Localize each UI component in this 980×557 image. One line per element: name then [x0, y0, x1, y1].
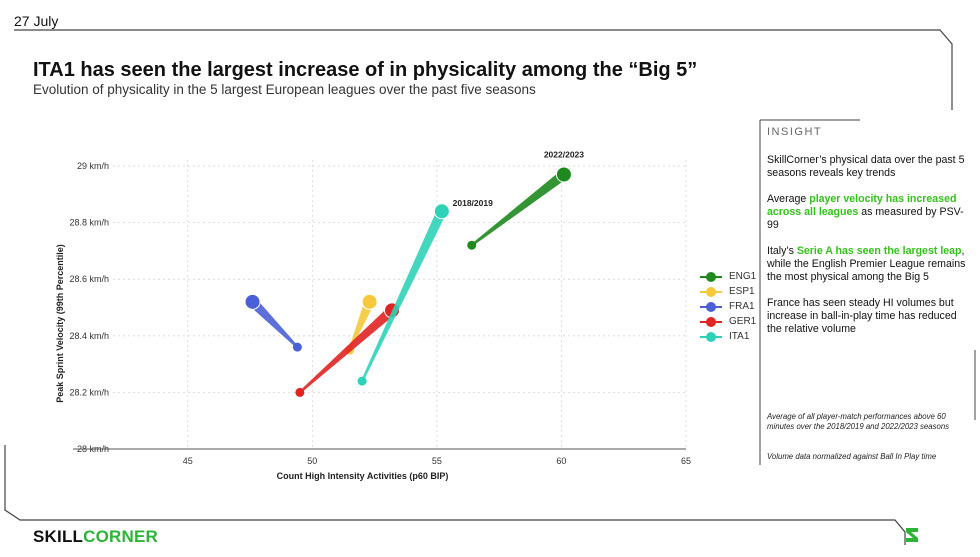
legend-swatch: [700, 301, 722, 312]
series-start-point-ita1: [357, 376, 367, 386]
legend-label: ESP1: [729, 286, 755, 297]
brand-logo: SKILLCORNER: [33, 527, 158, 546]
series-trend-ger1: [299, 306, 396, 394]
y-tick-label: 28.2 km/h: [69, 387, 109, 397]
y-tick-label: 28.4 km/h: [69, 331, 109, 341]
x-tick-label: 50: [307, 456, 317, 466]
y-axis-label: Peak Sprint Velocity (99th Percentile): [55, 244, 65, 403]
legend-label: GER1: [729, 316, 757, 327]
brand-mark-icon: [906, 528, 918, 542]
legend-label: ITA1: [729, 331, 750, 342]
y-tick-label: 28.6 km/h: [69, 274, 109, 284]
series-trend-esp1: [348, 299, 375, 351]
series-start-point-fra1: [292, 342, 302, 352]
data-annotation: 2018/2019: [453, 198, 493, 208]
insight-heading: INSIGHT: [767, 126, 823, 138]
insight-paragraph-2: Average player velocity has increased ac…: [767, 193, 964, 231]
series-end-point-esp1: [361, 293, 378, 310]
series-trend-fra1: [248, 298, 299, 348]
series-trend-eng1: [471, 170, 567, 247]
chart-legend: ENG1 ESP1 FRA1 GER1 ITA1: [700, 269, 756, 344]
legend-item-ita1: ITA1: [700, 329, 756, 344]
chart-title: ITA1 has seen the largest increase of in…: [33, 59, 698, 81]
insight-paragraph-3: Italy’s Serie A has seen the largest lea…: [767, 245, 966, 283]
legend-item-fra1: FRA1: [700, 299, 756, 314]
series-end-point-eng1: [555, 166, 572, 183]
series-trend-ita1: [361, 209, 447, 382]
legend-label: FRA1: [729, 301, 755, 312]
data-annotation: 2022/2023: [544, 149, 584, 159]
insight-paragraph-4: France has seen steady HI volumes but in…: [767, 297, 957, 335]
legend-item-ger1: GER1: [700, 314, 756, 329]
x-tick-label: 65: [681, 456, 691, 466]
series-end-point-fra1: [244, 293, 261, 310]
legend-swatch: [700, 331, 722, 342]
series-start-point-ger1: [295, 387, 305, 397]
y-tick-label: 28.8 km/h: [69, 218, 109, 228]
date-label: 27 July: [14, 13, 59, 29]
x-tick-label: 45: [183, 456, 193, 466]
insight-panel: SkillCorner’s physical data over the pas…: [767, 154, 972, 349]
series-end-point-ita1: [433, 203, 450, 220]
legend-swatch: [700, 316, 722, 327]
y-tick-label: 29 km/h: [77, 161, 109, 171]
legend-item-esp1: ESP1: [700, 284, 756, 299]
legend-swatch: [700, 271, 722, 282]
footnote-2: Volume data normalized against Ball In P…: [767, 452, 937, 461]
x-tick-label: 60: [556, 456, 566, 466]
legend-item-eng1: ENG1: [700, 269, 756, 284]
footnote-1: Average of all player-match performances…: [767, 412, 950, 431]
insight-paragraph-1: SkillCorner’s physical data over the pas…: [767, 154, 965, 179]
x-axis-label: Count High Intensity Activities (p60 BIP…: [277, 471, 449, 481]
x-tick-label: 55: [432, 456, 442, 466]
chart-subtitle: Evolution of physicality in the 5 larges…: [33, 82, 536, 97]
series-start-point-eng1: [467, 240, 477, 250]
legend-label: ENG1: [729, 271, 757, 282]
legend-swatch: [700, 286, 722, 297]
